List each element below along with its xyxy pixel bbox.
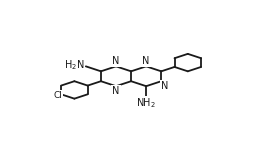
Text: N: N — [142, 56, 150, 66]
Text: N: N — [112, 86, 120, 96]
Text: N: N — [161, 81, 169, 91]
Text: H$_2$N: H$_2$N — [64, 58, 85, 72]
Text: N: N — [112, 56, 120, 66]
Text: NH$_2$: NH$_2$ — [136, 97, 156, 111]
Text: Cl: Cl — [53, 91, 62, 100]
